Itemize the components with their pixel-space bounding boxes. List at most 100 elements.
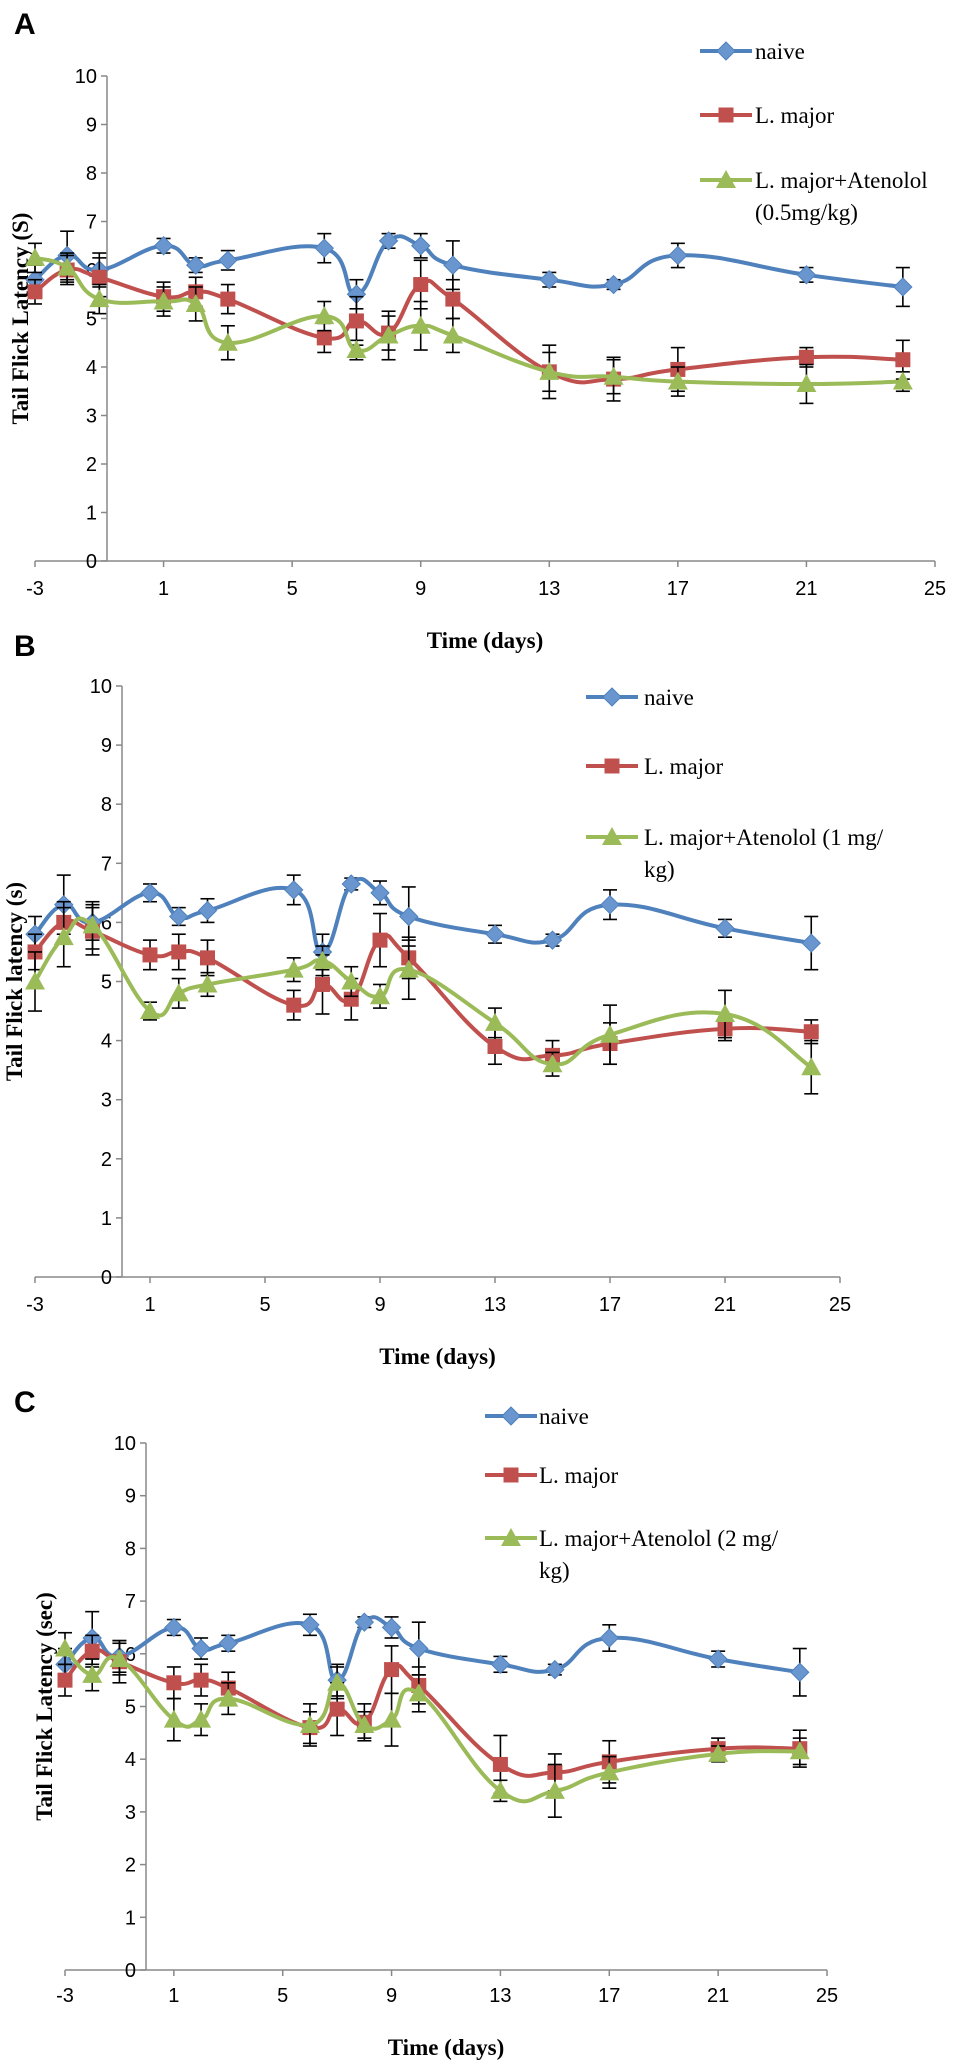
data-point bbox=[166, 1675, 182, 1691]
data-point bbox=[57, 257, 78, 276]
x-tick-label: 5 bbox=[287, 578, 298, 600]
legend-marker bbox=[602, 687, 622, 707]
y-tick-label: 0 bbox=[125, 1960, 136, 1982]
x-tick-label: 13 bbox=[489, 1985, 511, 2007]
legend-marker bbox=[718, 107, 734, 123]
x-tick-label: 5 bbox=[277, 1985, 288, 2007]
data-point bbox=[600, 894, 620, 915]
legend-label: L. major bbox=[644, 754, 724, 779]
x-tick-label: -3 bbox=[26, 1294, 44, 1316]
data-point bbox=[197, 900, 218, 921]
data-point bbox=[539, 361, 560, 380]
data-point bbox=[801, 933, 821, 953]
legend-marker bbox=[501, 1406, 521, 1426]
series-l-major-atenolol bbox=[25, 242, 913, 405]
data-point bbox=[492, 1756, 508, 1772]
y-tick-label: 0 bbox=[86, 551, 97, 573]
data-point bbox=[91, 269, 107, 285]
legend-label: kg) bbox=[644, 857, 675, 882]
data-point bbox=[200, 950, 215, 966]
data-point bbox=[600, 1024, 620, 1043]
data-point bbox=[193, 1672, 209, 1688]
legend-marker bbox=[604, 758, 620, 774]
y-tick-label: 4 bbox=[86, 357, 97, 379]
data-point bbox=[53, 927, 74, 946]
data-point bbox=[539, 269, 559, 290]
y-tick-label: 10 bbox=[114, 1433, 136, 1455]
x-tick-label: 21 bbox=[707, 1985, 729, 2007]
data-point bbox=[708, 1743, 729, 1762]
legend-label: naive bbox=[644, 685, 694, 710]
data-point bbox=[796, 265, 817, 285]
data-point bbox=[299, 1714, 320, 1733]
series-naive bbox=[55, 1610, 810, 1697]
x-tick-label: 9 bbox=[415, 578, 426, 600]
y-tick-label: 8 bbox=[125, 1538, 136, 1560]
legend-label: L. major bbox=[755, 103, 835, 128]
data-point bbox=[411, 236, 431, 256]
data-point bbox=[603, 274, 624, 295]
data-point bbox=[798, 349, 814, 365]
x-tick-label: 17 bbox=[599, 1294, 621, 1316]
series-line bbox=[33, 234, 904, 297]
data-point bbox=[599, 1628, 619, 1648]
y-tick-label: 4 bbox=[125, 1749, 136, 1771]
legend-entry: naive bbox=[586, 685, 694, 710]
data-point bbox=[408, 1683, 429, 1702]
legend-marker bbox=[716, 170, 736, 188]
data-point bbox=[218, 1633, 238, 1653]
data-point bbox=[217, 332, 238, 351]
data-point bbox=[329, 1701, 345, 1717]
y-tick-label: 10 bbox=[90, 676, 112, 698]
data-point bbox=[283, 959, 304, 978]
series-line bbox=[33, 918, 812, 1062]
data-point bbox=[667, 371, 688, 390]
data-point bbox=[57, 1672, 73, 1688]
data-point bbox=[164, 1617, 184, 1638]
legend-label: naive bbox=[539, 1404, 589, 1429]
legend-entry: L. major+Atenolol (1 mg/kg) bbox=[586, 825, 884, 882]
legend-label: L. major+Atenolol bbox=[755, 168, 928, 193]
series-line bbox=[33, 876, 812, 954]
data-point bbox=[381, 1709, 402, 1728]
x-tick-label: 25 bbox=[816, 1985, 838, 2007]
y-tick-label: 2 bbox=[101, 1149, 112, 1171]
y-axis-title: Tail Flick latency (s) bbox=[2, 882, 27, 1081]
data-point bbox=[163, 1709, 184, 1728]
data-point bbox=[55, 1638, 75, 1657]
y-tick-label: 8 bbox=[86, 163, 97, 185]
y-tick-label: 1 bbox=[101, 1208, 112, 1230]
data-point bbox=[186, 255, 206, 275]
x-tick-label: 5 bbox=[259, 1294, 270, 1316]
data-point bbox=[413, 277, 429, 293]
legend-label: L. major+Atenolol (1 mg/ bbox=[644, 825, 884, 850]
x-axis-title: Time (days) bbox=[388, 2035, 505, 2060]
y-tick-label: 7 bbox=[125, 1591, 136, 1613]
y-tick-label: 3 bbox=[86, 406, 97, 428]
data-point bbox=[140, 1001, 160, 1020]
data-point bbox=[341, 971, 362, 990]
data-point bbox=[314, 306, 335, 325]
data-point bbox=[218, 1688, 239, 1707]
legend-label: L. major bbox=[539, 1463, 619, 1488]
y-tick-label: 4 bbox=[101, 1031, 112, 1053]
legend-marker bbox=[602, 827, 622, 845]
y-tick-label: 9 bbox=[125, 1486, 136, 1508]
data-point bbox=[354, 1714, 375, 1733]
data-point bbox=[892, 371, 913, 390]
y-tick-label: 5 bbox=[101, 972, 112, 994]
x-tick-label: 9 bbox=[386, 1985, 397, 2007]
x-tick-label: 13 bbox=[538, 578, 560, 600]
data-point bbox=[399, 906, 419, 927]
panel-label: C bbox=[14, 1386, 36, 1419]
data-point bbox=[715, 918, 735, 939]
x-tick-label: 13 bbox=[484, 1294, 506, 1316]
y-tick-label: 3 bbox=[125, 1802, 136, 1824]
data-point bbox=[603, 366, 624, 385]
data-point bbox=[410, 315, 431, 334]
series-l-major bbox=[27, 254, 911, 402]
data-point bbox=[284, 880, 304, 900]
data-point bbox=[490, 1654, 511, 1675]
legend-label: kg) bbox=[539, 1558, 570, 1583]
